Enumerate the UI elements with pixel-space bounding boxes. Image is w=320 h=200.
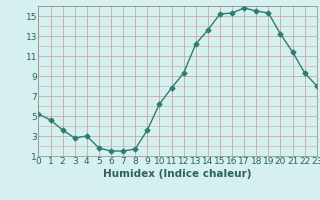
X-axis label: Humidex (Indice chaleur): Humidex (Indice chaleur) — [103, 169, 252, 179]
